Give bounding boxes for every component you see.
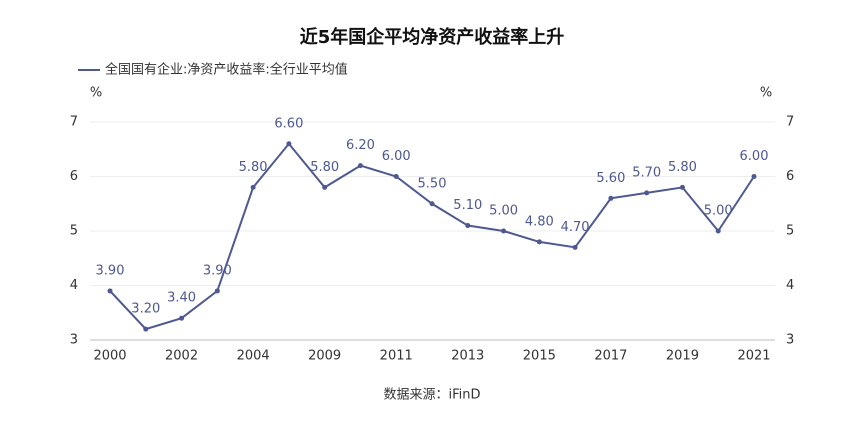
x-tick-label: 2013	[451, 349, 484, 364]
data-label: 5.00	[704, 204, 733, 219]
data-label: 5.60	[596, 171, 625, 186]
data-point	[429, 201, 435, 207]
x-tick-label: 2002	[165, 349, 198, 364]
data-label: 3.40	[167, 291, 196, 306]
data-point	[214, 288, 220, 294]
data-label: 3.90	[203, 263, 232, 278]
data-label: 5.00	[489, 204, 518, 219]
y-tick-label: 3	[70, 333, 78, 348]
x-tick-label: 2004	[237, 349, 270, 364]
data-label: 3.20	[131, 302, 160, 317]
y-tick-label: 4	[70, 278, 78, 293]
y2-tick-label: 4	[786, 278, 794, 293]
y-unit: %	[90, 86, 102, 101]
data-point	[357, 163, 363, 169]
data-label: 5.80	[668, 160, 697, 175]
legend-label: 全国国有企业:净资产收益率:全行业平均值	[105, 62, 348, 78]
data-label: 5.50	[418, 176, 447, 191]
data-point	[608, 195, 614, 201]
data-point	[393, 174, 399, 179]
y2-tick-label: 5	[786, 224, 794, 239]
x-tick-label: 2011	[380, 349, 413, 364]
data-point	[286, 141, 292, 147]
data-point	[715, 228, 721, 234]
data-label: 6.00	[740, 149, 769, 164]
data-point	[679, 184, 685, 190]
x-tick-label: 2009	[308, 349, 341, 364]
data-label: 5.70	[632, 165, 661, 180]
y2-tick-label: 3	[786, 333, 794, 348]
y-tick-label: 6	[70, 169, 78, 184]
data-point	[751, 174, 757, 179]
data-label: 4.80	[525, 214, 554, 229]
data-label: 5.10	[453, 198, 482, 213]
data-point	[179, 315, 185, 321]
x-tick-label: 2000	[93, 349, 126, 364]
y2-unit: %	[760, 86, 772, 101]
data-point	[250, 184, 256, 190]
data-label: 5.80	[239, 160, 268, 175]
data-label: 5.80	[310, 160, 339, 175]
chart-title: 近5年国企平均净资产收益率上升	[300, 26, 565, 48]
data-point	[644, 190, 650, 196]
x-tick-label: 2019	[666, 349, 699, 364]
data-label: 3.90	[96, 263, 125, 278]
data-label: 6.00	[382, 149, 411, 164]
y2-tick-label: 6	[786, 169, 794, 184]
data-point	[322, 184, 328, 190]
x-tick-label: 2021	[737, 349, 770, 364]
data-point	[501, 228, 507, 234]
data-point	[465, 223, 471, 229]
data-label: 4.70	[561, 220, 590, 235]
data-point	[143, 326, 149, 332]
y-tick-label: 7	[70, 115, 78, 130]
x-tick-label: 2015	[523, 349, 556, 364]
data-label: 6.20	[346, 138, 375, 153]
source: 数据来源：iFinD	[383, 388, 480, 403]
data-point	[536, 239, 542, 245]
data-label: 6.60	[274, 116, 303, 131]
x-tick-label: 2017	[594, 349, 627, 364]
y-tick-label: 5	[70, 224, 78, 239]
y2-tick-label: 7	[786, 115, 794, 130]
data-point	[107, 288, 113, 294]
data-point	[572, 244, 578, 250]
